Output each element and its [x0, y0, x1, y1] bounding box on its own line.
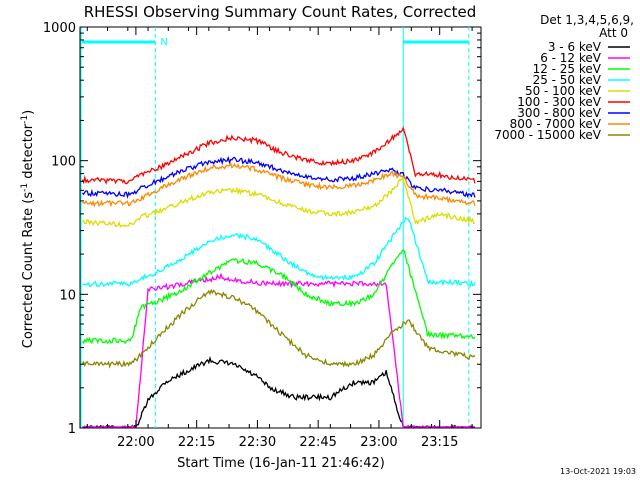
y-tick-label: 100 — [51, 155, 76, 170]
legend-label: 25 - 50 keV — [533, 73, 602, 87]
series-line-4 — [81, 177, 475, 228]
x-tick-label: 23:00 — [360, 435, 397, 450]
series-line-8 — [81, 288, 476, 369]
y-axis-label-main: Corrected Count Rate (s — [21, 192, 36, 349]
legend-header-line2: Att 0 — [599, 26, 628, 40]
x-axis-label: Start Time (16-Jan-11 21:46:42) — [177, 456, 385, 471]
legend-label: 7000 - 15000 keV — [494, 128, 601, 142]
legend-header-line1: Det 1,3,4,5,6,9, — [540, 13, 634, 27]
y-axis-label-mid: detector — [21, 123, 36, 183]
plot-area: N — [79, 26, 482, 429]
legend-label: 800 - 7000 keV — [510, 117, 602, 131]
series-line-2 — [81, 248, 476, 345]
series-line-6 — [81, 155, 476, 200]
series-line-5 — [81, 126, 476, 185]
y-tick-label: 1000 — [43, 21, 76, 36]
legend-label: 3 - 6 keV — [548, 40, 602, 54]
y-tick-label: 10 — [59, 288, 76, 303]
x-tick-label: 22:00 — [117, 435, 154, 450]
series-line-1 — [82, 272, 475, 428]
legend-label: 100 - 300 keV — [517, 95, 601, 109]
series-line-3 — [82, 216, 476, 288]
y-axis-label-sup2: -1 — [20, 115, 30, 124]
chart-title: RHESSI Observing Summary Count Rates, Co… — [84, 3, 477, 21]
legend-label: 6 - 12 keV — [540, 51, 602, 65]
x-tick-label: 22:45 — [299, 435, 336, 450]
series-line-0 — [82, 355, 475, 429]
night-annotation: N — [160, 37, 167, 48]
timestamp: 13-Oct-2021 19:03 — [560, 467, 636, 476]
axis-ticks: 1 10 100 1000 22:00 22:15 22:30 22:45 23:00 23:15 — [43, 21, 481, 450]
y-axis-label: Corrected Count Rate (s-1 detector-1) — [20, 110, 36, 348]
y-tick-label: 1 — [68, 422, 76, 437]
x-tick-label: 22:30 — [239, 435, 276, 450]
legend-label: 300 - 800 keV — [517, 106, 601, 120]
legend-label: 12 - 25 keV — [533, 62, 602, 76]
x-tick-label: 22:15 — [178, 435, 215, 450]
y-axis-label-sup1: -1 — [20, 183, 30, 192]
plot-frame — [79, 26, 482, 429]
legend-label: 50 - 100 keV — [525, 84, 602, 98]
x-tick-label: 23:15 — [421, 435, 458, 450]
y-axis-label-end: ) — [21, 110, 36, 115]
series-line-7 — [82, 161, 476, 208]
